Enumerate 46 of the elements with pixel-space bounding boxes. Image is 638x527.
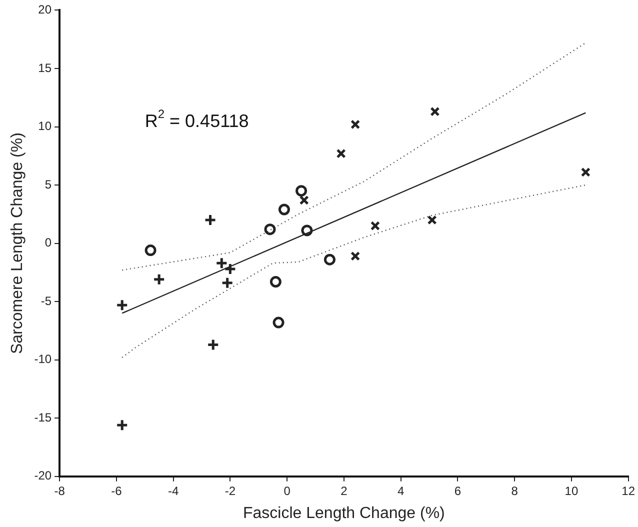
x-tick-label: 8 bbox=[511, 484, 518, 498]
y-tick-label: -15 bbox=[34, 410, 52, 424]
point bbox=[370, 221, 380, 231]
x-tick-label: -8 bbox=[54, 484, 66, 498]
y-axis-title: Sarcomere Length Change (%) bbox=[9, 132, 26, 354]
point bbox=[350, 120, 360, 130]
y-tick-label: -5 bbox=[40, 294, 52, 308]
point bbox=[430, 106, 440, 116]
point bbox=[206, 338, 220, 351]
x-tick-label: 0 bbox=[284, 484, 291, 498]
point bbox=[144, 244, 156, 256]
y-tick-label: -10 bbox=[34, 352, 52, 366]
point bbox=[301, 224, 313, 236]
x-tick-label: 12 bbox=[622, 484, 636, 498]
line-series bbox=[122, 184, 586, 358]
point bbox=[116, 298, 128, 312]
y-tick-label: -20 bbox=[34, 468, 52, 483]
point bbox=[204, 214, 217, 226]
x-tick-label: -4 bbox=[168, 484, 179, 498]
x-tick-label: 6 bbox=[454, 484, 462, 498]
point bbox=[264, 224, 276, 236]
x-tick-label: 10 bbox=[564, 484, 578, 498]
point bbox=[299, 195, 309, 205]
point bbox=[152, 273, 166, 286]
point bbox=[324, 254, 336, 266]
x-tick-label: -2 bbox=[224, 484, 236, 498]
point bbox=[580, 167, 590, 177]
y-tick-label: 15 bbox=[38, 60, 52, 75]
y-tick-label: 5 bbox=[44, 177, 52, 192]
point bbox=[270, 276, 282, 288]
x-axis-title: Fascicle Length Change (%) bbox=[242, 504, 445, 522]
point bbox=[336, 148, 346, 158]
x-tick-label: 4 bbox=[397, 484, 404, 498]
line-series bbox=[122, 42, 586, 271]
x-tick-label: 2 bbox=[340, 484, 348, 498]
y-tick-label: 20 bbox=[38, 2, 52, 17]
y-tick-label: 10 bbox=[38, 119, 52, 134]
y-tick-label: 0 bbox=[44, 236, 52, 250]
point bbox=[350, 251, 360, 261]
point bbox=[427, 215, 437, 225]
point bbox=[278, 204, 290, 216]
x-tick-label: -6 bbox=[111, 484, 122, 498]
point bbox=[296, 185, 308, 197]
point bbox=[221, 276, 234, 290]
point bbox=[116, 418, 128, 432]
point bbox=[272, 316, 284, 328]
